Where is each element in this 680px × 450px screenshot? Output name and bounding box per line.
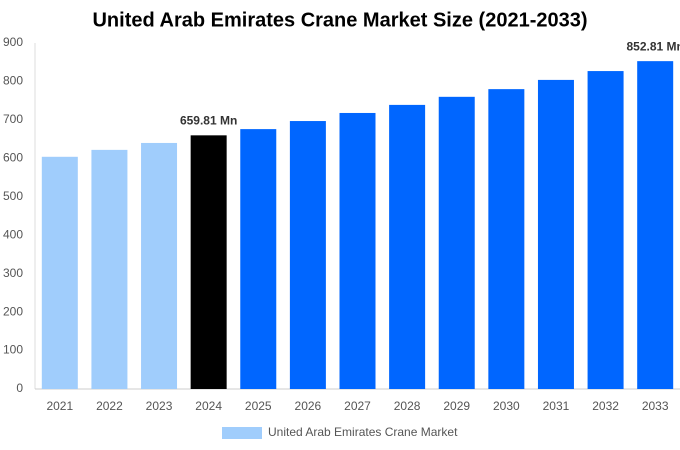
x-tick-label: 2023	[146, 399, 173, 413]
bar	[637, 61, 674, 389]
y-tick-label: 400	[3, 227, 23, 241]
bar	[438, 96, 475, 390]
y-tick-label: 500	[3, 189, 23, 203]
y-tick-label: 100	[3, 343, 23, 357]
x-tick-label: 2024	[195, 399, 222, 413]
bar	[587, 71, 624, 389]
bar	[41, 156, 78, 389]
y-tick-label: 200	[3, 304, 23, 318]
bar	[289, 121, 326, 389]
bar	[339, 112, 376, 390]
x-tick-label: 2025	[245, 399, 272, 413]
x-tick-label: 2026	[295, 399, 322, 413]
chart-title: United Arab Emirates Crane Market Size (…	[92, 9, 587, 31]
bar	[537, 79, 574, 389]
bar	[190, 135, 227, 389]
x-tick-label: 2022	[96, 399, 123, 413]
y-tick-label: 600	[3, 151, 23, 165]
y-tick-label: 900	[3, 35, 23, 49]
x-tick-label: 2032	[592, 399, 619, 413]
bar	[240, 129, 277, 390]
value-label: 852.81 Mn	[627, 39, 680, 53]
y-tick-label: 700	[3, 112, 23, 126]
bar	[91, 149, 128, 389]
x-tick-label: 2021	[46, 399, 73, 413]
y-tick-label: 800	[3, 74, 23, 88]
x-tick-label: 2030	[493, 399, 520, 413]
value-label: 659.81 Mn	[180, 114, 237, 128]
x-tick-label: 2031	[543, 399, 570, 413]
legend-label: United Arab Emirates Crane Market	[268, 425, 458, 439]
legend-swatch	[222, 427, 262, 439]
y-tick-label: 300	[3, 266, 23, 280]
bar	[488, 89, 525, 389]
x-tick-label: 2028	[394, 399, 421, 413]
bar	[389, 104, 426, 389]
y-tick-label: 0	[16, 381, 23, 395]
x-tick-label: 2027	[344, 399, 371, 413]
bar	[141, 142, 178, 389]
x-tick-label: 2029	[443, 399, 470, 413]
x-tick-label: 2033	[642, 399, 669, 413]
